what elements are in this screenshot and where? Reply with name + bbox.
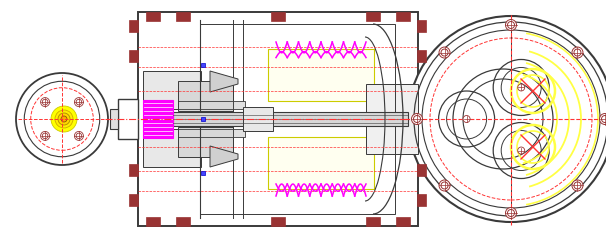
Bar (233, 101, 245, 109)
Bar (110, 109, 118, 129)
Bar (200, 24, 395, 214)
Bar (201, 117, 205, 121)
Bar (146, 12, 160, 21)
Bar (271, 217, 285, 226)
Circle shape (518, 147, 525, 154)
Bar (129, 164, 138, 176)
Bar (243, 107, 273, 131)
Circle shape (41, 98, 50, 107)
Polygon shape (210, 146, 238, 167)
Circle shape (411, 114, 422, 124)
Bar (366, 84, 418, 154)
Polygon shape (210, 71, 238, 92)
Circle shape (572, 180, 583, 191)
Bar (118, 99, 138, 139)
Circle shape (61, 116, 67, 122)
Bar (417, 20, 426, 32)
Circle shape (51, 106, 77, 132)
Bar (129, 194, 138, 206)
Bar (129, 50, 138, 62)
Bar (143, 129, 201, 167)
Bar (268, 49, 374, 101)
Circle shape (505, 20, 516, 30)
Bar (271, 12, 285, 21)
Circle shape (41, 131, 50, 140)
Circle shape (439, 180, 450, 191)
Bar (417, 164, 426, 176)
Bar (268, 137, 374, 189)
Bar (176, 12, 190, 21)
Bar (366, 217, 380, 226)
Circle shape (572, 47, 583, 58)
Circle shape (408, 16, 606, 222)
Circle shape (16, 73, 108, 165)
Bar (417, 50, 426, 62)
Bar (396, 217, 410, 226)
Bar (417, 194, 426, 206)
Bar (146, 217, 160, 226)
Bar (143, 100, 173, 138)
Circle shape (518, 84, 525, 91)
Circle shape (75, 131, 84, 140)
Circle shape (55, 110, 73, 128)
Bar (176, 217, 190, 226)
Circle shape (463, 115, 470, 123)
Bar (178, 81, 233, 111)
Circle shape (75, 98, 84, 107)
Bar (173, 112, 408, 126)
Circle shape (505, 208, 516, 218)
Bar (138, 12, 418, 226)
Bar (178, 127, 233, 157)
Bar (129, 20, 138, 32)
Bar (201, 63, 205, 67)
Circle shape (599, 114, 606, 124)
Circle shape (58, 113, 70, 125)
Bar (233, 129, 245, 137)
Bar (201, 171, 205, 175)
Bar (366, 12, 380, 21)
Circle shape (439, 47, 450, 58)
Bar (143, 71, 201, 109)
Bar (396, 12, 410, 21)
